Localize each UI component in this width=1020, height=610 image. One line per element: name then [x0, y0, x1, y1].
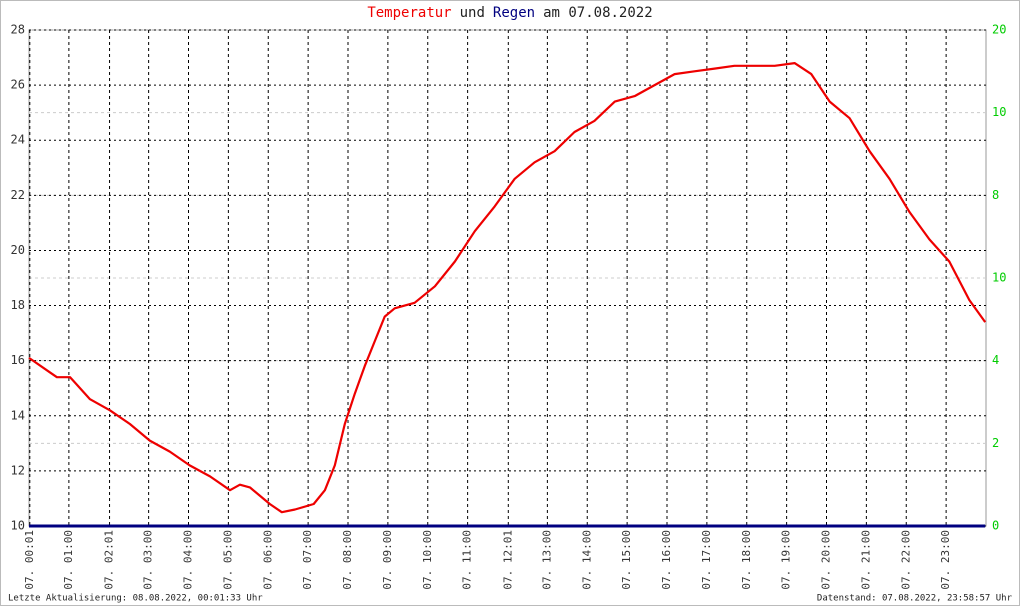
- y2-tick-label: 2: [992, 436, 999, 450]
- x-tick-label: 07. 08:00: [341, 530, 354, 590]
- x-tick-label: 07. 21:00: [859, 530, 872, 590]
- y-tick-label: 10: [11, 519, 25, 533]
- y2-tick-label: 20: [992, 23, 1006, 37]
- x-tick-label: 07. 18:00: [740, 530, 753, 590]
- y-tick-label: 24: [11, 133, 25, 147]
- x-tick-label: 07. 09:00: [381, 530, 394, 590]
- x-tick-label: 07. 01:00: [62, 530, 75, 590]
- x-tick-label: 07. 12:01: [501, 530, 514, 590]
- x-tick-label: 07. 14:00: [580, 530, 593, 590]
- footer-left: Letzte Aktualisierung: 08.08.2022, 00:01…: [8, 594, 263, 604]
- x-tick-label: 07. 05:00: [221, 530, 234, 590]
- y-tick-label: 26: [11, 78, 25, 92]
- y-tick-label: 28: [11, 23, 25, 37]
- chart-title: Temperatur und Regen am 07.08.2022: [367, 5, 652, 21]
- x-tick-label: 07. 04:00: [182, 530, 195, 590]
- y-tick-label: 16: [11, 353, 25, 367]
- x-tick-label: 07. 22:00: [899, 530, 912, 590]
- x-tick-label: 07. 20:00: [820, 530, 833, 590]
- x-tick-label: 07. 06:00: [261, 530, 274, 590]
- title-part: am 07.08.2022: [543, 5, 653, 21]
- x-tick-label: 07. 17:00: [700, 530, 713, 590]
- x-tick-label: 07. 02:01: [103, 530, 116, 590]
- x-tick-label: 07. 03:00: [142, 530, 155, 590]
- x-tick-label: 07. 11:00: [461, 530, 474, 590]
- x-tick-label: 07. 13:00: [540, 530, 553, 590]
- footer-right: Datenstand: 07.08.2022, 23:58:57 Uhr: [817, 594, 1013, 604]
- title-part: Temperatur: [367, 5, 451, 21]
- y-tick-label: 18: [11, 298, 25, 312]
- title-part: und: [460, 5, 485, 21]
- y-tick-label: 12: [11, 463, 25, 477]
- y2-tick-label: 4: [992, 353, 999, 367]
- x-tick-label: 07. 19:00: [780, 530, 793, 590]
- x-tick-label: 07. 07:00: [301, 530, 314, 590]
- x-tick-label: 07. 16:00: [660, 530, 673, 590]
- x-tick-label: 07. 23:00: [939, 530, 952, 590]
- y-tick-label: 22: [11, 188, 25, 202]
- x-tick-label: 07. 10:00: [421, 530, 434, 590]
- y2-tick-label: 0: [992, 519, 999, 533]
- y-tick-label: 20: [11, 243, 25, 257]
- y2-tick-label: 8: [992, 188, 999, 202]
- y-tick-label: 14: [11, 408, 25, 422]
- title-part: Regen: [493, 5, 535, 21]
- y2-tick-label: 10: [992, 271, 1006, 285]
- y2-tick-label: 10: [992, 105, 1006, 119]
- x-tick-label: 07. 00:01: [23, 530, 36, 590]
- x-tick-label: 07. 15:00: [620, 530, 633, 590]
- series-line: [28, 62, 987, 514]
